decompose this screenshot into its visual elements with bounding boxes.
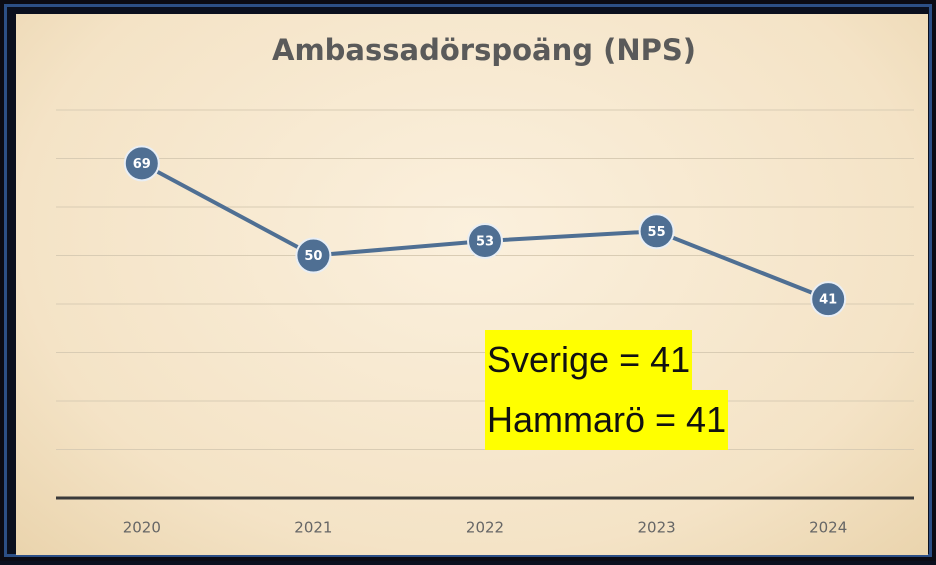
- marker: [295, 237, 332, 274]
- data-label: 55: [648, 225, 666, 240]
- data-label: 69: [133, 157, 151, 172]
- marker: [638, 213, 675, 250]
- marker: [810, 281, 847, 318]
- x-tick-label: 2020: [123, 519, 161, 537]
- plot-area: [16, 14, 928, 555]
- annotation: Hammarö = 41: [485, 390, 729, 450]
- annotation: Sverige = 41: [485, 330, 693, 390]
- data-label: 53: [476, 234, 494, 249]
- data-label: 50: [304, 249, 322, 264]
- marker: [467, 222, 503, 259]
- chart: Ambassadörspoäng (NPS) 2020 2021 2022 2023 2…: [56, 33, 914, 537]
- chart-title: Ambassadörspoäng (NPS): [272, 33, 696, 67]
- x-tick-label: 2021: [294, 519, 332, 537]
- data-label: 41: [819, 293, 837, 308]
- x-tick-label: 2022: [466, 519, 504, 537]
- x-tick-label: 2024: [809, 519, 847, 537]
- marker: [123, 145, 160, 182]
- x-tick-label: 2023: [638, 519, 676, 537]
